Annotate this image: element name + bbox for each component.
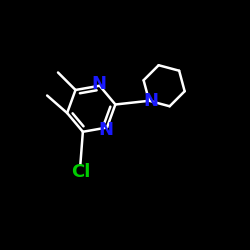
Text: Cl: Cl [71, 163, 90, 181]
Text: N: N [91, 75, 106, 93]
Text: N: N [144, 92, 158, 110]
Text: N: N [98, 120, 113, 138]
